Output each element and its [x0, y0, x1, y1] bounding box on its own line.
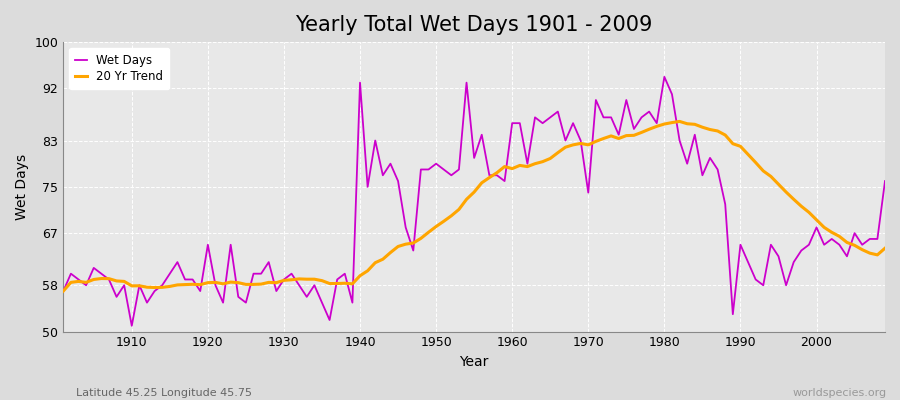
Wet Days — [119, 283, 130, 288]
Wet Days — [515, 121, 526, 126]
20 Yr Trend — [879, 246, 890, 251]
X-axis label: Year: Year — [460, 355, 489, 369]
Wet Days — [293, 283, 304, 288]
Title: Yearly Total Wet Days 1901 - 2009: Yearly Total Wet Days 1901 - 2009 — [295, 15, 652, 35]
20 Yr Trend — [507, 166, 517, 171]
20 Yr Trend — [500, 164, 510, 169]
Wet Days — [659, 74, 670, 79]
20 Yr Trend — [332, 281, 343, 286]
20 Yr Trend — [58, 289, 68, 294]
Line: 20 Yr Trend: 20 Yr Trend — [63, 122, 885, 291]
20 Yr Trend — [674, 119, 685, 124]
Wet Days — [58, 289, 68, 294]
Wet Days — [339, 271, 350, 276]
20 Yr Trend — [598, 136, 609, 141]
Text: Latitude 45.25 Longitude 45.75: Latitude 45.25 Longitude 45.75 — [76, 388, 253, 398]
20 Yr Trend — [286, 277, 297, 282]
Wet Days — [879, 179, 890, 184]
Text: worldspecies.org: worldspecies.org — [792, 388, 886, 398]
Wet Days — [507, 121, 517, 126]
Wet Days — [606, 115, 616, 120]
Legend: Wet Days, 20 Yr Trend: Wet Days, 20 Yr Trend — [69, 48, 169, 89]
Y-axis label: Wet Days: Wet Days — [15, 154, 29, 220]
20 Yr Trend — [119, 279, 130, 284]
Line: Wet Days: Wet Days — [63, 77, 885, 326]
Wet Days — [126, 323, 137, 328]
